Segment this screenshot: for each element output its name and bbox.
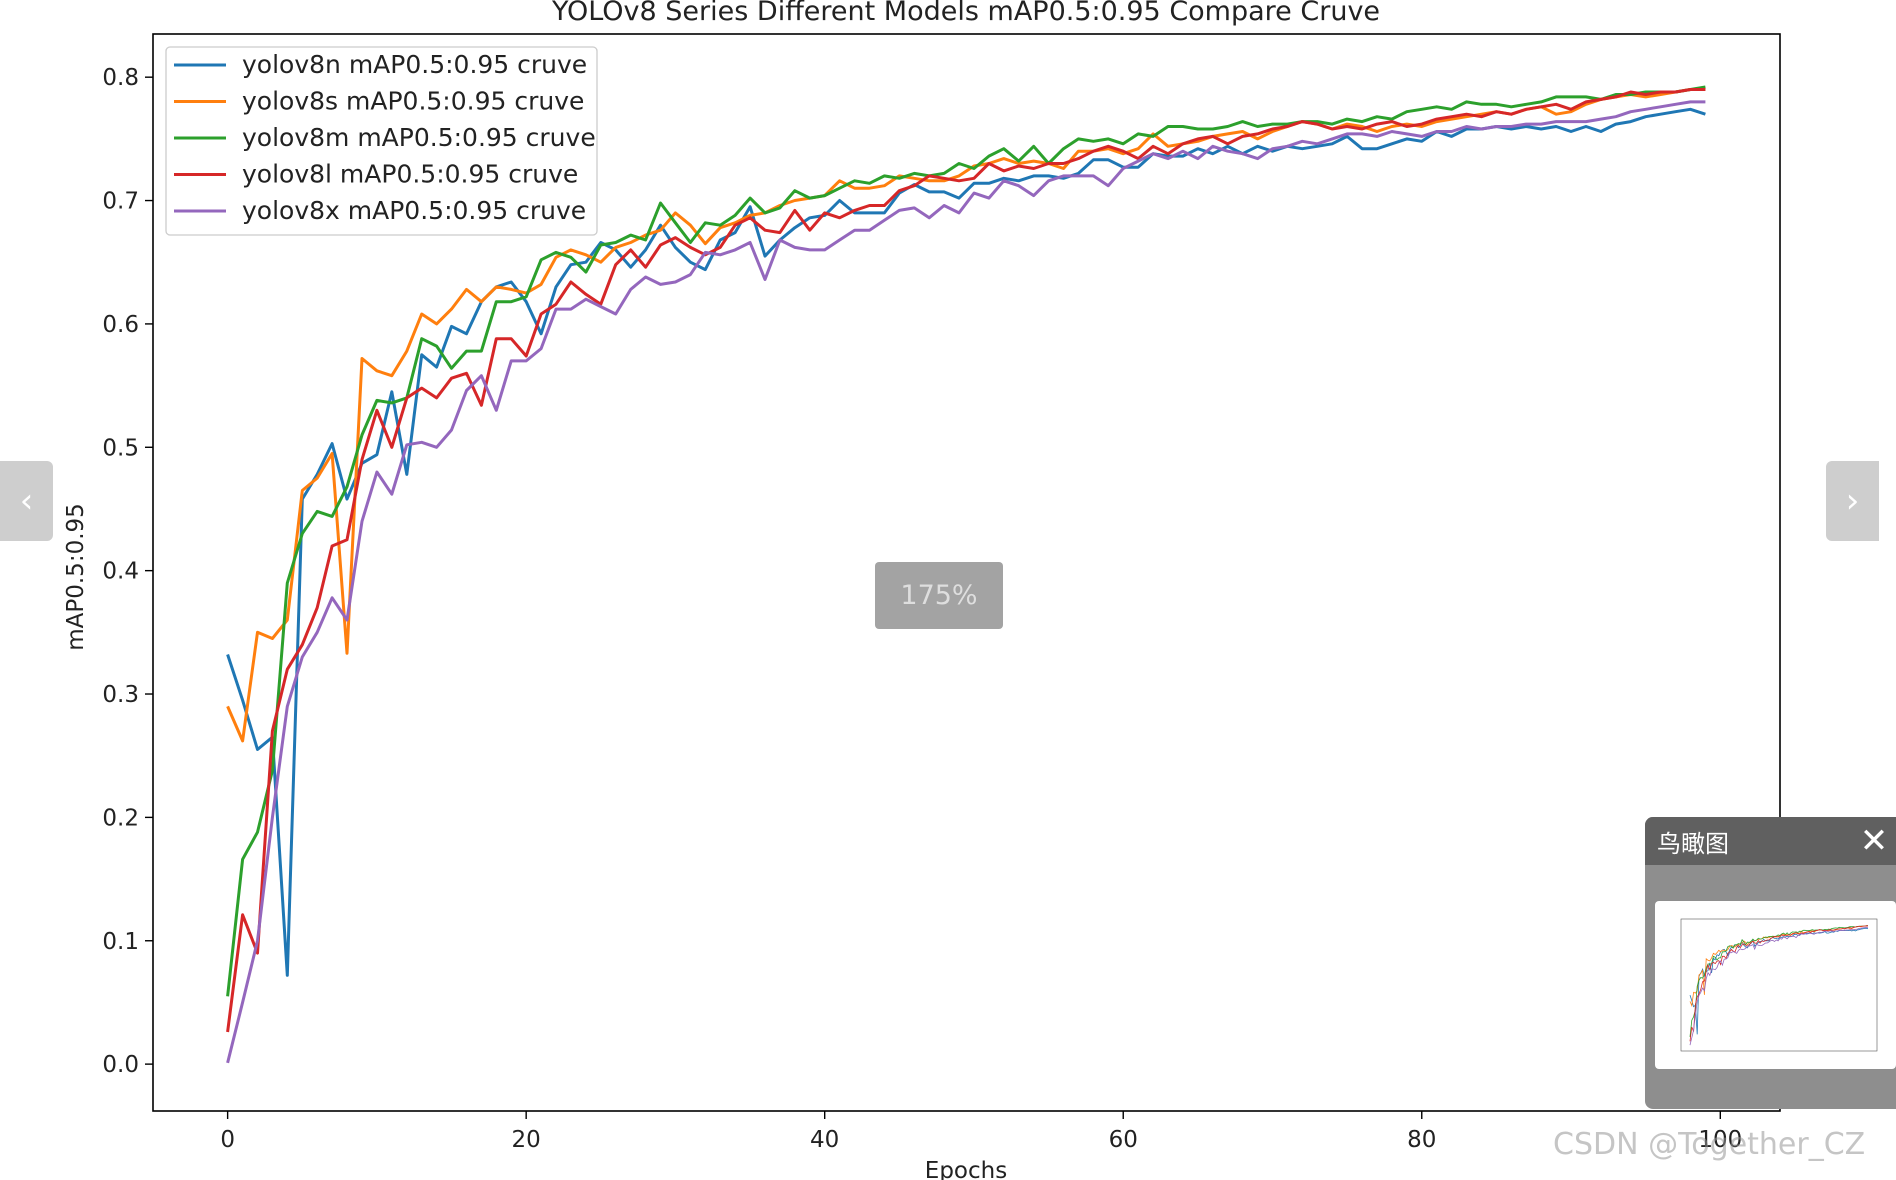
legend-label: yolov8m mAP0.5:0.95 cruve [242,123,596,152]
series-line-4 [226,88,1706,1033]
axis-ticks [145,76,1721,1119]
next-image-button[interactable]: › [1826,461,1879,541]
close-icon[interactable]: ✕ [1859,821,1889,861]
chevron-right-icon: › [1845,481,1860,521]
y-tick-label: 0.1 [102,929,139,955]
y-tick-label: 0.8 [102,65,139,91]
x-tick-labels: 0 20 40 60 80 100 [220,1127,1742,1153]
x-tick-label: 80 [1407,1127,1436,1153]
thumbnail-series-3 [1689,925,1869,1037]
y-tick-label: 0.7 [102,189,139,215]
birdseye-title: 鸟瞰图 [1657,829,1729,858]
legend-box [165,46,598,236]
x-tick-label: 100 [1698,1127,1742,1153]
series-line-5 [226,100,1706,1064]
watermark: CSDN @Together_CZ [1553,1127,1866,1162]
thumbnail-frame [1680,918,1878,1052]
legend-label: yolov8n mAP0.5:0.95 cruve [242,50,587,79]
zoom-level-badge: 175% [875,562,1003,629]
x-tick-label: 60 [1109,1127,1138,1153]
chart-title: YOLOv8 Series Different Models mAP0.5:0.… [551,0,1380,27]
series-lines [226,85,1706,1064]
x-axis-label: Epochs [925,1158,1007,1180]
thumbnail-series-1 [1689,927,1869,1035]
birdseye-thumbnail[interactable] [1655,901,1896,1069]
series-line-1 [226,107,1706,977]
prev-image-button[interactable]: ‹ [0,461,53,541]
x-tick-label: 0 [220,1127,235,1153]
thumbnail-series-4 [1689,925,1868,1042]
birdseye-panel[interactable]: 鸟瞰图 ✕ [1645,817,1896,1109]
series-line-3 [226,85,1706,997]
y-tick-labels: 0.0 0.1 0.2 0.3 0.4 0.5 0.6 0.7 0.8 [102,65,139,1078]
chevron-left-icon: ‹ [19,481,34,521]
y-tick-label: 0.3 [102,682,139,708]
series-line-2 [226,88,1706,743]
legend: yolov8n mAP0.5:0.95 cruve yolov8s mAP0.5:… [165,46,598,236]
legend-label: yolov8l mAP0.5:0.95 cruve [242,160,578,189]
y-tick-label: 0.4 [102,559,139,585]
x-tick-label: 20 [512,1127,541,1153]
x-tick-label: 40 [810,1127,839,1153]
legend-label: yolov8s mAP0.5:0.95 cruve [242,87,584,116]
thumbnail-series-5 [1689,926,1868,1046]
y-tick-label: 0.0 [102,1052,139,1078]
y-tick-label: 0.2 [102,805,139,831]
plot-frame [152,33,1781,1112]
y-tick-label: 0.5 [102,435,139,461]
legend-label: yolov8x mAP0.5:0.95 cruve [242,196,586,225]
y-tick-label: 0.6 [102,312,139,338]
birdseye-header: 鸟瞰图 ✕ [1645,817,1896,865]
y-axis-label: mAP0.5:0.95 [63,503,89,651]
thumbnail-chart [1680,918,1878,1052]
